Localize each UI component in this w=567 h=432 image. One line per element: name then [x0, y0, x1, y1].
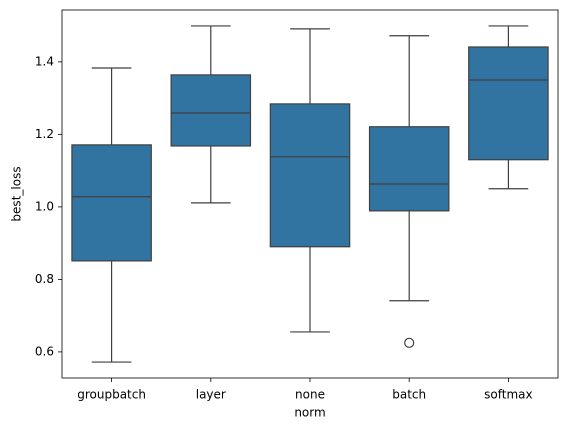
y-tick-label: 1.4	[35, 54, 54, 68]
x-tick-label: batch	[392, 388, 426, 402]
box	[468, 46, 549, 161]
y-tick-label: 0.6	[35, 344, 54, 358]
x-tick-label: none	[295, 388, 325, 402]
plot-frame	[61, 9, 559, 379]
outlier	[404, 337, 415, 348]
box	[368, 126, 450, 212]
x-tick-label: groupbatch	[77, 388, 146, 402]
x-tick-label: layer	[196, 388, 226, 402]
y-tick-label: 0.8	[35, 272, 54, 286]
x-axis-label: norm	[294, 406, 325, 420]
y-tick-label: 1.0	[35, 199, 54, 213]
box	[71, 144, 152, 262]
y-tick-label: 1.2	[35, 127, 54, 141]
y-axis-label: best_loss	[10, 166, 24, 221]
box	[170, 74, 252, 147]
box	[269, 103, 351, 248]
x-tick-label: softmax	[484, 388, 532, 402]
